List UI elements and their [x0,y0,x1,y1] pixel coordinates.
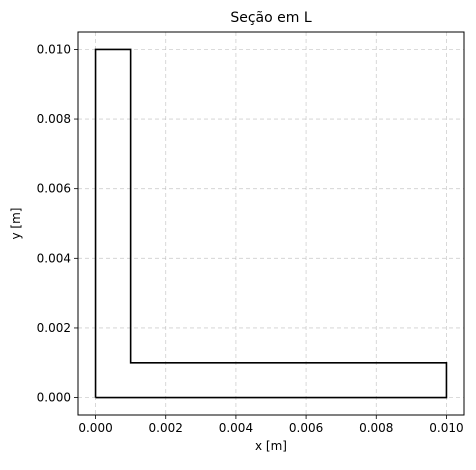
y-tick-label: 0.004 [37,251,71,265]
y-tick-label: 0.008 [37,112,71,126]
x-tick-label: 0.000 [78,421,112,435]
l-section-outline [94,48,448,399]
x-tick-label: 0.008 [359,421,393,435]
chart-title: Seção em L [230,10,311,26]
x-tick-label: 0.010 [429,421,463,435]
y-tick-label: 0.002 [37,321,71,335]
plot-frame [77,31,465,416]
x-tick-label: 0.002 [149,421,183,435]
x-tick-label: 0.006 [289,421,323,435]
series-layer [94,48,448,399]
y-tick-label: 0.010 [37,42,71,56]
x-axis-label: x [m] [255,439,287,453]
y-tick-label: 0.006 [37,182,71,196]
ticks: 0.000 0.002 0.004 0.006 0.008 0.010 0.000 0.002… [37,42,464,435]
y-tick-label: 0.000 [37,391,71,405]
y-axis-label: y [m] [9,208,23,240]
x-tick-label: 0.004 [219,421,253,435]
